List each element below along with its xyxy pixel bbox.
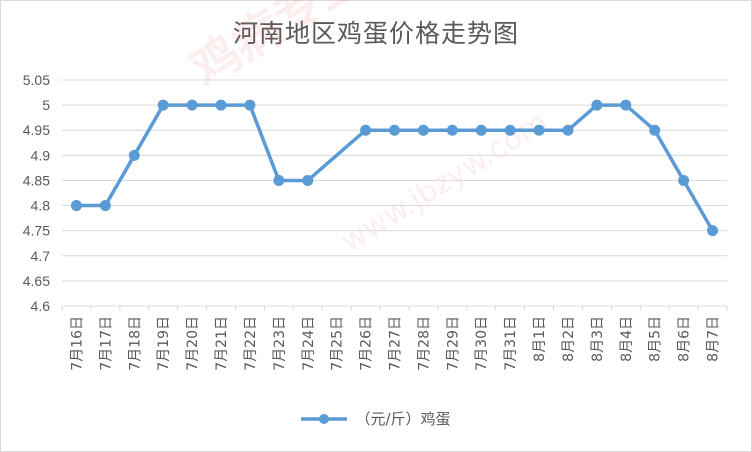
x-tick-label: 7月23日 [272,316,288,371]
data-point [128,149,140,161]
x-tick-label: 7月19日 [156,316,172,371]
data-point [562,124,574,136]
data-point [620,99,632,111]
y-tick-label: 4.9 [31,147,51,163]
y-tick-label: 5 [42,97,50,113]
x-tick-label: 8月4日 [619,316,635,362]
y-tick-label: 4.7 [31,248,51,264]
data-point [649,124,661,136]
y-tick-label: 4.8 [31,198,51,214]
x-tick-label: 8月6日 [677,316,693,362]
data-point [99,200,111,212]
legend-line-marker-icon [301,413,348,424]
x-tick-label: 8月7日 [706,316,722,362]
data-point [389,124,400,136]
y-tick-label: 4.65 [23,273,50,289]
x-tick-label: 7月29日 [445,316,461,371]
x-tick-label: 7月22日 [243,316,259,371]
x-tick-label: 7月31日 [503,316,519,371]
x-tick-label: 7月25日 [330,316,346,371]
data-point [215,99,227,111]
series-line [74,103,715,233]
x-tick-label: 7月21日 [214,316,230,371]
data-point [417,124,429,136]
x-tick-label: 7月18日 [127,316,143,371]
x-tick-label: 7月28日 [416,316,432,371]
data-point [157,99,169,111]
data-point [591,99,603,111]
data-point [475,124,487,136]
y-tick-label: 4.6 [31,298,51,314]
x-tick-label: 7月20日 [185,316,201,371]
x-tick-label: 7月16日 [69,316,85,371]
x-tick-label: 7月27日 [388,316,404,371]
data-point [273,174,285,186]
x-tick-label: 7月26日 [359,316,375,371]
data-point [504,124,516,136]
data-point [244,99,256,111]
y-tick-label: 5.05 [23,72,50,88]
data-point [70,200,82,212]
y-tick-label: 4.95 [23,122,50,138]
chart-title: 河南地区鸡蛋价格走势图 [232,19,519,48]
x-tick-label: 8月5日 [648,316,664,362]
x-tick-label: 7月30日 [474,316,490,371]
data-point [678,174,690,186]
x-tick-label: 8月2日 [561,316,577,362]
legend-label: （元/斤）鸡蛋 [355,410,451,428]
x-tick-label: 8月3日 [590,316,606,362]
x-tick-label: 7月24日 [301,316,317,371]
x-tick-label: 8月1日 [532,316,548,362]
data-point [360,124,372,136]
y-tick-label: 4.85 [23,172,50,188]
legend: （元/斤）鸡蛋 [0,408,752,429]
data-point [302,174,314,186]
data-point [446,124,458,136]
data-point [186,99,198,111]
data-point [707,225,719,237]
x-tick-label: 7月17日 [98,316,114,371]
y-tick-label: 4.75 [23,223,50,239]
data-point [533,124,545,136]
